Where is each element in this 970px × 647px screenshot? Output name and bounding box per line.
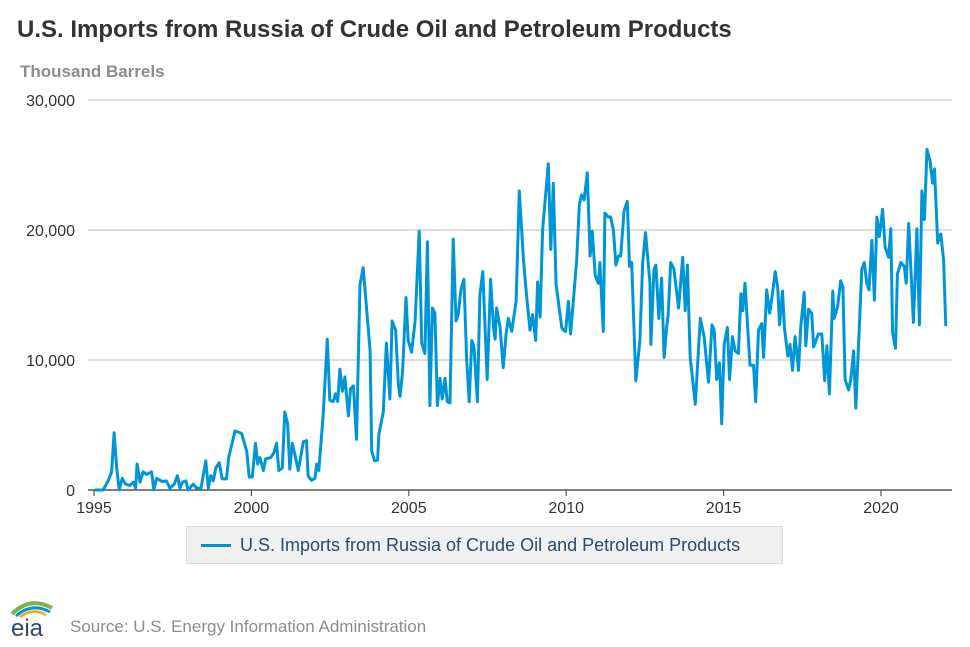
y-axis: 0 10,000 20,000 30,000 <box>26 93 75 500</box>
legend-label: U.S. Imports from Russia of Crude Oil an… <box>240 534 741 555</box>
svg-text:eia: eia <box>11 615 44 640</box>
series-line <box>94 147 948 492</box>
series-layer <box>94 147 948 492</box>
y-axis-label: Thousand Barrels <box>20 62 165 81</box>
y-tick-label: 0 <box>66 483 75 500</box>
x-tick-label: 2000 <box>234 500 270 517</box>
y-tick-label: 30,000 <box>26 93 75 110</box>
x-tick-label: 2015 <box>706 500 742 517</box>
y-tick-label: 20,000 <box>26 223 75 240</box>
x-tick-label: 2010 <box>548 500 584 517</box>
eia-logo: eia <box>8 598 60 645</box>
x-tick-label: 2005 <box>391 500 427 517</box>
x-tick-label: 1995 <box>76 500 112 517</box>
x-axis: 1995 2000 2005 2010 2015 2020 <box>76 489 952 517</box>
y-tick-label: 10,000 <box>26 353 75 370</box>
legend[interactable]: U.S. Imports from Russia of Crude Oil an… <box>186 526 783 564</box>
legend-swatch <box>201 543 231 547</box>
x-tick-label: 2020 <box>863 500 899 517</box>
chart-title: U.S. Imports from Russia of Crude Oil an… <box>17 16 732 43</box>
source-note: Source: U.S. Energy Information Administ… <box>70 617 427 636</box>
gridlines <box>88 99 952 361</box>
